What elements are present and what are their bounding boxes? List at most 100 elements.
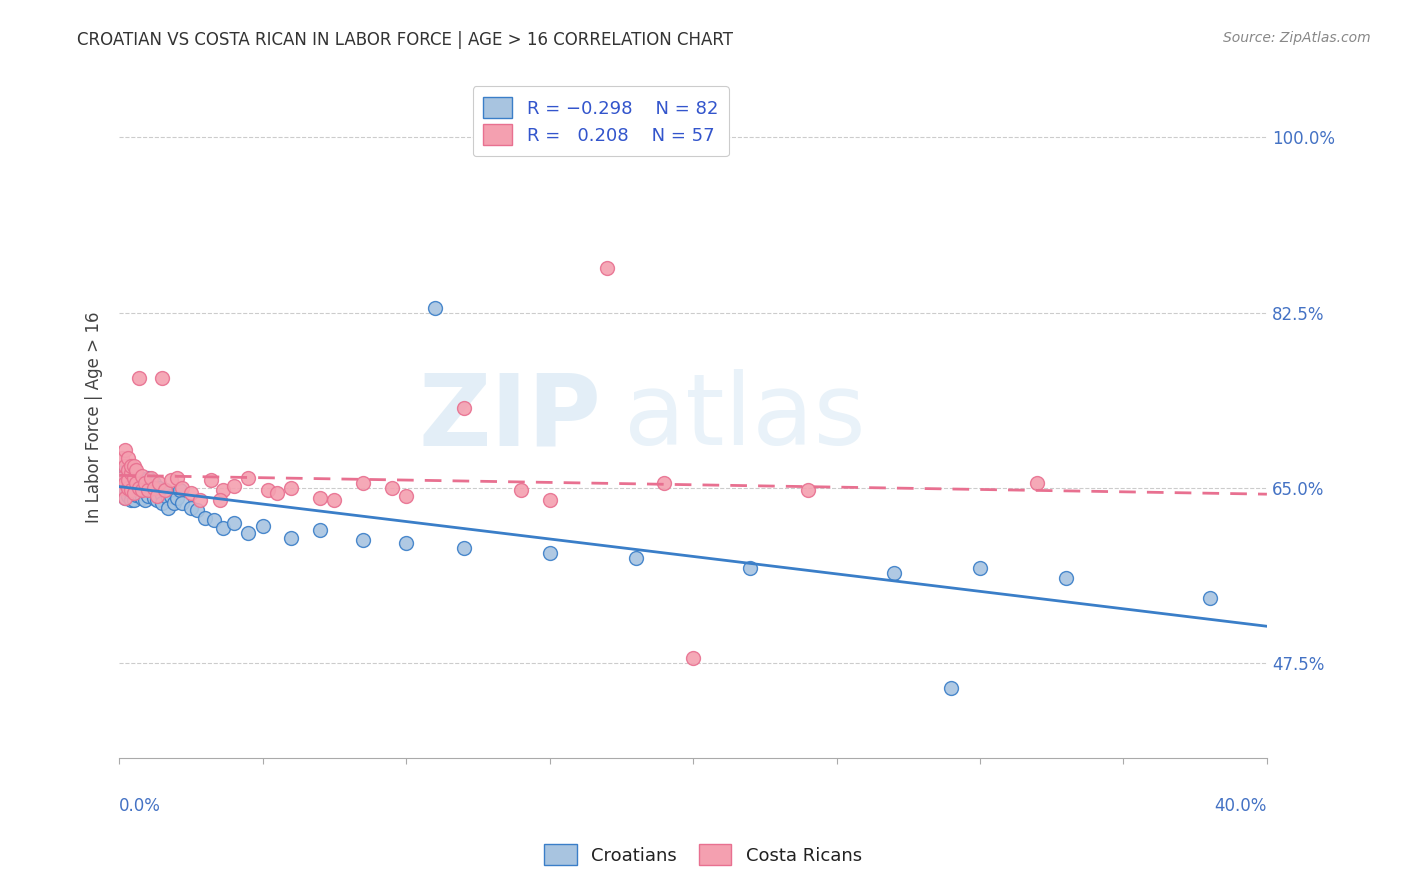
Point [131, 483, 153, 497]
Point [136, 470, 159, 484]
Point [111, 470, 134, 484]
Point [120, 492, 142, 507]
Point [186, 502, 208, 516]
Point [128, 370, 150, 384]
Point [122, 470, 145, 484]
Point [238, 525, 260, 540]
Point [145, 492, 167, 507]
Point [252, 518, 274, 533]
Point [222, 478, 245, 492]
Point [111, 481, 134, 495]
Point [150, 487, 173, 501]
Point [538, 492, 561, 507]
Point [139, 470, 162, 484]
Point [117, 475, 139, 490]
Point [150, 495, 173, 509]
Point [128, 487, 150, 501]
Point [166, 491, 188, 505]
Text: 40.0%: 40.0% [1215, 797, 1267, 814]
Point [117, 462, 139, 476]
Point [134, 483, 156, 497]
Point [114, 458, 136, 473]
Point [128, 475, 150, 490]
Point [682, 650, 704, 665]
Point [740, 560, 762, 574]
Point [134, 475, 156, 490]
Point [941, 681, 963, 695]
Point [111, 460, 134, 475]
Point [538, 546, 561, 560]
Text: 0.0%: 0.0% [120, 797, 162, 814]
Point [122, 485, 145, 500]
Point [142, 491, 165, 505]
Point [142, 481, 165, 495]
Text: CROATIAN VS COSTA RICAN IN LABOR FORCE | AGE > 16 CORRELATION CHART: CROATIAN VS COSTA RICAN IN LABOR FORCE |… [77, 31, 734, 49]
Point [883, 566, 905, 580]
Point [114, 491, 136, 505]
Point [202, 513, 225, 527]
Point [381, 481, 404, 495]
Point [1054, 571, 1077, 585]
Point [654, 475, 676, 490]
Point [395, 535, 418, 549]
Text: ZIP: ZIP [419, 369, 602, 466]
Point [117, 450, 139, 465]
Point [172, 495, 194, 509]
Point [395, 489, 418, 503]
Point [200, 473, 222, 487]
Point [180, 485, 202, 500]
Point [117, 489, 139, 503]
Text: atlas: atlas [624, 369, 866, 466]
Point [211, 520, 233, 534]
Point [120, 485, 142, 500]
Point [238, 470, 260, 484]
Point [120, 483, 142, 497]
Point [352, 475, 374, 490]
Point [114, 462, 136, 476]
Point [125, 487, 148, 501]
Point [114, 475, 136, 490]
Point [114, 491, 136, 505]
Point [163, 495, 186, 509]
Point [148, 475, 170, 490]
Point [117, 470, 139, 484]
Point [309, 523, 332, 537]
Point [117, 483, 139, 497]
Point [125, 475, 148, 490]
Point [266, 485, 288, 500]
Point [120, 468, 142, 483]
Point [139, 483, 162, 497]
Point [122, 483, 145, 498]
Point [114, 470, 136, 484]
Point [122, 467, 145, 482]
Point [120, 478, 142, 492]
Point [160, 473, 183, 487]
Point [169, 483, 191, 497]
Point [120, 466, 142, 480]
Point [114, 442, 136, 457]
Point [160, 489, 183, 503]
Point [1026, 475, 1049, 490]
Point [125, 462, 148, 476]
Point [172, 481, 194, 495]
Point [1198, 591, 1220, 605]
Point [122, 458, 145, 473]
Point [131, 473, 153, 487]
Point [208, 492, 231, 507]
Point [280, 531, 302, 545]
Point [797, 483, 820, 497]
Point [423, 301, 446, 315]
Text: Source: ZipAtlas.com: Source: ZipAtlas.com [1223, 31, 1371, 45]
Point [125, 475, 148, 490]
Point [136, 489, 159, 503]
Point [111, 470, 134, 484]
Point [125, 483, 148, 497]
Point [352, 533, 374, 547]
Point [136, 483, 159, 497]
Point [136, 477, 159, 491]
Point [180, 500, 202, 515]
Point [125, 470, 148, 484]
Point [309, 491, 332, 505]
Point [122, 470, 145, 484]
Point [596, 260, 619, 275]
